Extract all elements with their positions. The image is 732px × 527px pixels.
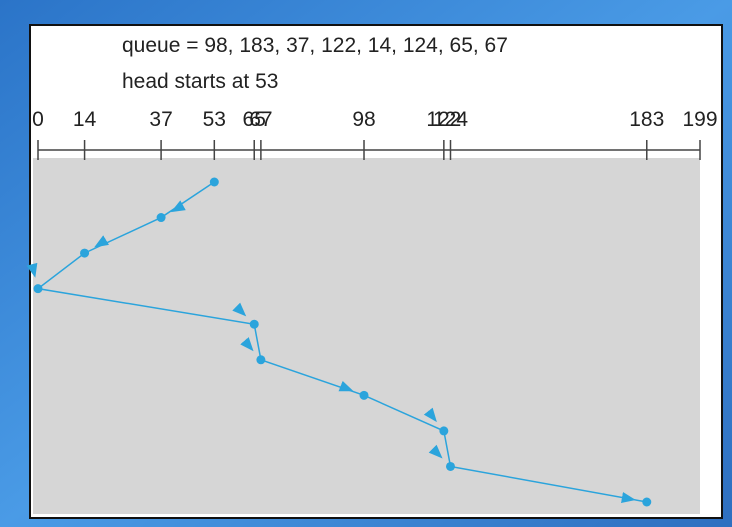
- seek-point: [359, 390, 369, 400]
- seek-point: [642, 497, 652, 507]
- x-tick-label: 37: [149, 108, 172, 131]
- seek-point: [156, 213, 166, 223]
- seek-point: [446, 461, 456, 471]
- seek-point: [439, 426, 449, 436]
- x-tick-label: 199: [682, 108, 717, 131]
- x-tick-label: 183: [629, 108, 664, 131]
- seek-point: [80, 248, 90, 258]
- seek-point: [249, 319, 259, 329]
- seek-point: [256, 355, 266, 365]
- seek-path: [26, 181, 647, 504]
- x-tick-label: 122: [426, 108, 461, 131]
- x-tick-label: 98: [352, 108, 375, 131]
- x-tick-label: 14: [73, 108, 97, 131]
- seek-point: [33, 284, 43, 294]
- x-tick-label: 0: [32, 108, 44, 131]
- x-tick-label: 53: [203, 108, 226, 131]
- x-tick-label: 65: [243, 108, 266, 131]
- x-tick-label: 67: [249, 108, 272, 131]
- plot-area: [33, 158, 700, 514]
- x-tick-label: 124: [433, 108, 468, 131]
- seek-point: [209, 177, 219, 187]
- chart-title: queue = 98, 183, 37, 122, 14, 124, 65, 6…: [122, 34, 508, 57]
- chart-subtitle: head starts at 53: [122, 70, 278, 93]
